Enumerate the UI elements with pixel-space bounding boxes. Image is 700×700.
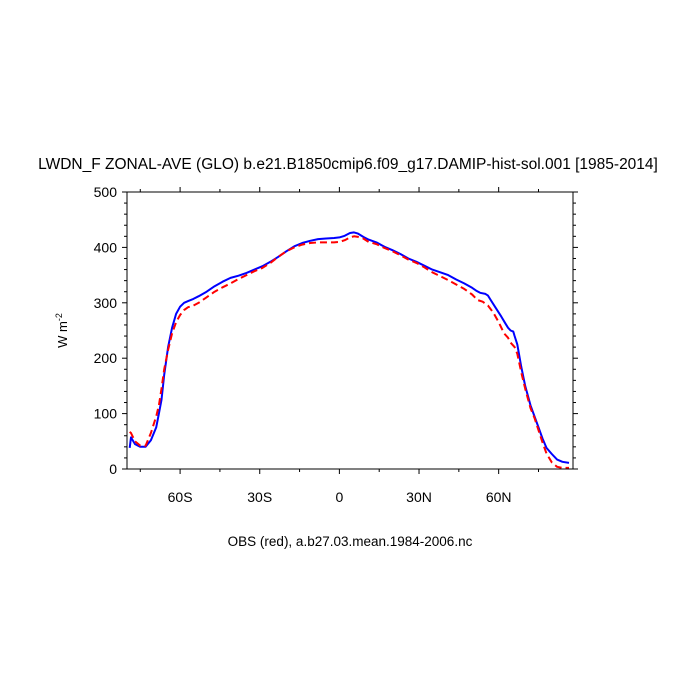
- y-tick-label: 500: [94, 184, 118, 200]
- chart-title: LWDN_F ZONAL-AVE (GLO) b.e21.B1850cmip6.…: [38, 156, 658, 173]
- plot-area: 0 100 200 300 400 500 60S 30S 0 30N 60N: [94, 184, 578, 505]
- x-tick-label: 60N: [486, 489, 512, 505]
- x-tick-label: 30N: [406, 489, 432, 505]
- x-axis: 60S 30S 0 30N 60N: [139, 187, 539, 505]
- x-tick-label: 30S: [247, 489, 272, 505]
- y-axis-label-text: W m: [55, 321, 70, 348]
- series-line-2: [129, 235, 569, 469]
- plot-frame: [126, 191, 574, 470]
- y-axis-label-exponent: -2: [54, 313, 64, 321]
- y-tick-label: 200: [94, 350, 118, 366]
- x-axis-label: OBS (red), a.b27.03.mean.1984-2006.nc: [228, 534, 473, 549]
- y-tick-label: 0: [109, 461, 117, 477]
- x-tick-label: 0: [335, 489, 343, 505]
- series-line-1: [128, 231, 570, 464]
- y-tick-label: 400: [94, 239, 118, 255]
- x-tick-label: 60S: [168, 489, 193, 505]
- y-axis: 0 100 200 300 400 500: [94, 184, 578, 477]
- series-lines: [128, 231, 570, 469]
- y-axis-label: W m-2: [54, 313, 70, 348]
- y-tick-label: 300: [94, 295, 118, 311]
- y-tick-label: 100: [94, 406, 118, 422]
